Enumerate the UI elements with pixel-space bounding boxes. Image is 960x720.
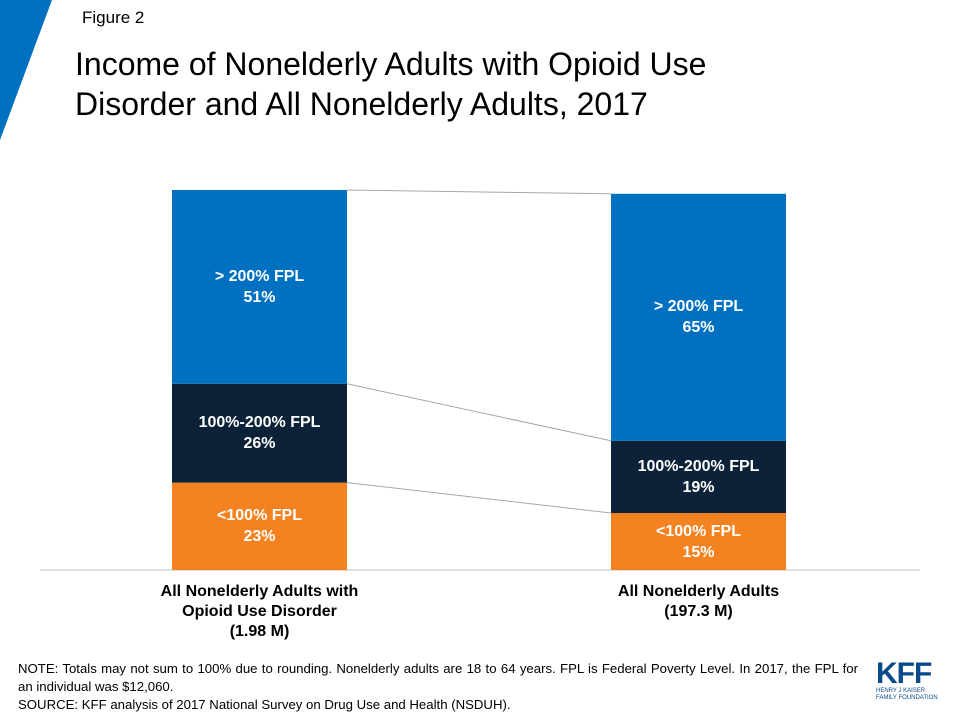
logo: KFF HENRY J KAISER FAMILY FOUNDATION — [876, 657, 938, 702]
segment-label: 100%-200% FPL 26% — [172, 412, 347, 454]
bar-segment — [172, 482, 347, 570]
x-tick-label: All Nonelderly Adults with Opioid Use Di… — [160, 583, 359, 640]
connector — [346, 189, 612, 195]
bar-segment — [611, 513, 786, 570]
connector — [346, 482, 612, 514]
segment-name: 100%-200% FPL — [637, 457, 760, 475]
segment-label: 100%-200% FPL 19% — [611, 456, 786, 498]
segment-label: <100% FPL 15% — [611, 521, 786, 563]
segment-name: <100% FPL — [217, 507, 302, 525]
corner-decoration — [0, 0, 52, 140]
bar-segment — [172, 190, 347, 384]
logo-name: HENRY J KAISER FAMILY FOUNDATION — [876, 688, 938, 701]
segment-name: > 200% FPL — [214, 267, 305, 285]
segment-name: 100%-200% FPL — [198, 414, 321, 432]
connector — [346, 383, 612, 442]
chart-title: Income of Nonelderly Adults with Opioid … — [75, 46, 707, 122]
segment-value: 23% — [243, 528, 276, 546]
logo-mark: KFF — [876, 657, 932, 690]
segment-value: 51% — [243, 288, 276, 306]
bar-segment — [611, 440, 786, 513]
x-tick-label: All Nonelderly Adults (197.3 M) — [617, 583, 780, 620]
segment-label: > 200% FPL 65% — [611, 296, 786, 338]
segment-label: > 200% FPL 51% — [172, 266, 347, 308]
note: NOTE: Totals may not sum to 100% due to … — [18, 661, 858, 694]
segment-value: 26% — [243, 435, 276, 453]
segment-value: 15% — [682, 543, 715, 561]
figure-label: Figure 2 — [82, 8, 145, 27]
segment-value: 19% — [682, 478, 715, 496]
segment-name: > 200% FPL — [653, 298, 744, 316]
segment-value: 65% — [682, 319, 715, 337]
source: SOURCE: KFF analysis of 2017 National Su… — [18, 697, 511, 712]
notes: NOTE: Totals may not sum to 100% due to … — [18, 660, 858, 714]
segment-label: <100% FPL 23% — [172, 505, 347, 547]
bar-segment — [611, 193, 786, 441]
bar-segment — [172, 383, 347, 483]
segment-name: <100% FPL — [656, 522, 741, 540]
